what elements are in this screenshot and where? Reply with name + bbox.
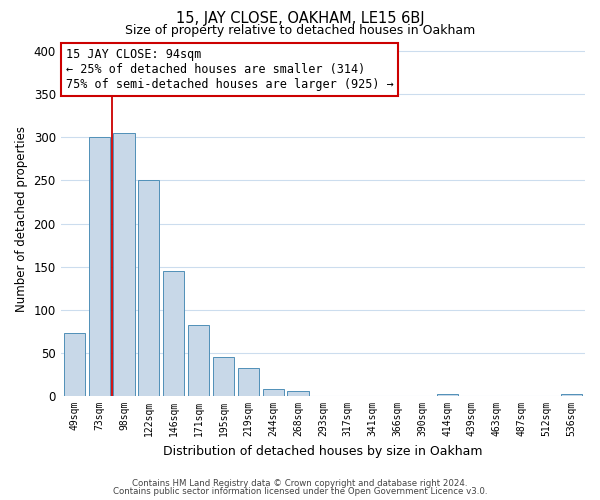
Text: Contains public sector information licensed under the Open Government Licence v3: Contains public sector information licen… [113, 487, 487, 496]
Bar [263, 389, 284, 396]
Bar [188, 326, 209, 396]
Bar [113, 133, 134, 396]
X-axis label: Distribution of detached houses by size in Oakham: Distribution of detached houses by size … [163, 444, 482, 458]
Text: 15 JAY CLOSE: 94sqm
← 25% of detached houses are smaller (314)
75% of semi-detac: 15 JAY CLOSE: 94sqm ← 25% of detached ho… [66, 48, 394, 91]
Text: 15, JAY CLOSE, OAKHAM, LE15 6BJ: 15, JAY CLOSE, OAKHAM, LE15 6BJ [176, 11, 424, 26]
Bar [287, 391, 308, 396]
Bar [437, 394, 458, 396]
Bar [213, 358, 234, 396]
Bar [163, 271, 184, 396]
Bar [238, 368, 259, 396]
Text: Contains HM Land Registry data © Crown copyright and database right 2024.: Contains HM Land Registry data © Crown c… [132, 478, 468, 488]
Y-axis label: Number of detached properties: Number of detached properties [15, 126, 28, 312]
Text: Size of property relative to detached houses in Oakham: Size of property relative to detached ho… [125, 24, 475, 37]
Bar [89, 138, 110, 396]
Bar [139, 180, 160, 396]
Bar [64, 333, 85, 396]
Bar [561, 394, 582, 396]
